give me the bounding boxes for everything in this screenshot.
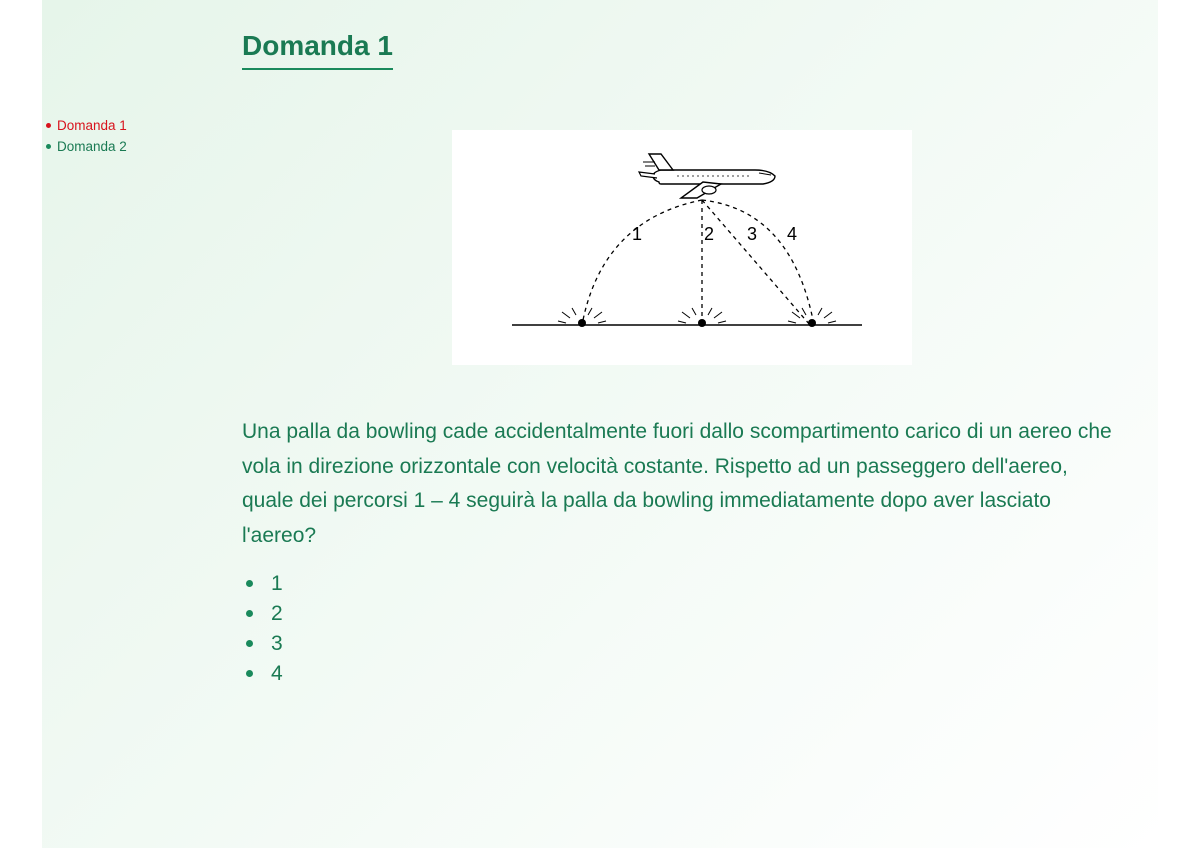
sidebar-item-label: Domanda 2 (57, 139, 127, 154)
airplane-icon (639, 154, 775, 198)
sidebar-nav: Domanda 1 Domanda 2 (42, 118, 212, 160)
diagram-svg: 1 2 3 4 (472, 140, 892, 350)
path-label-2: 2 (704, 224, 714, 244)
sidebar-item-label: Domanda 1 (57, 118, 127, 133)
answer-label: 1 (271, 572, 283, 596)
answer-label: 4 (271, 662, 283, 686)
impact-2 (678, 308, 726, 327)
answer-option-1[interactable]: 1 (246, 572, 1122, 596)
sidebar-item-domanda-1[interactable]: Domanda 1 (46, 118, 212, 133)
trajectory-1 (582, 200, 702, 325)
path-label-3: 3 (747, 224, 757, 244)
question-text: Una palla da bowling cade accidentalment… (242, 415, 1122, 554)
bullet-icon (246, 640, 253, 647)
path-label-4: 4 (787, 224, 797, 244)
page-background: Domanda 1 Domanda 2 Domanda 1 (42, 0, 1158, 848)
path-label-1: 1 (632, 224, 642, 244)
bullet-icon (46, 123, 51, 128)
figure-container: 1 2 3 4 (242, 130, 1122, 365)
main-content: Domanda 1 1 2 3 (242, 30, 1122, 692)
page-title: Domanda 1 (242, 30, 393, 70)
bullet-icon (246, 610, 253, 617)
answer-list: 1 2 3 4 (242, 572, 1122, 686)
answer-option-4[interactable]: 4 (246, 662, 1122, 686)
airplane-diagram: 1 2 3 4 (452, 130, 912, 365)
answer-label: 2 (271, 602, 283, 626)
bullet-icon (246, 670, 253, 677)
impact-1 (558, 308, 606, 327)
answer-label: 3 (271, 632, 283, 656)
answer-option-3[interactable]: 3 (246, 632, 1122, 656)
sidebar-item-domanda-2[interactable]: Domanda 2 (46, 139, 212, 154)
impact-3 (788, 308, 836, 327)
bullet-icon (246, 580, 253, 587)
bullet-icon (46, 144, 51, 149)
answer-option-2[interactable]: 2 (246, 602, 1122, 626)
